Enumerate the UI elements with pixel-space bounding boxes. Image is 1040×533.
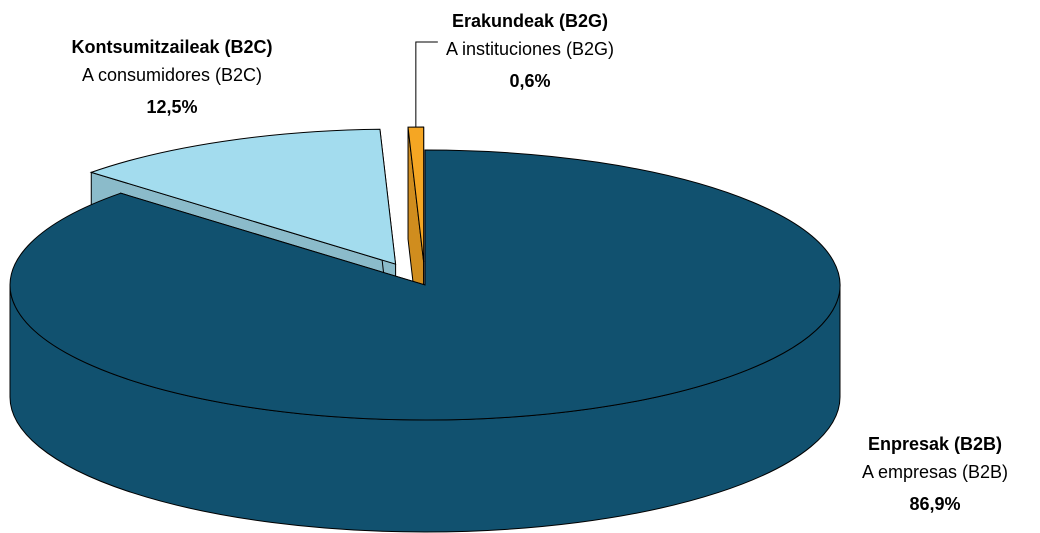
slice-value-label: 0,6% — [509, 71, 550, 91]
slice-label: Kontsumitzaileak (B2C) — [71, 37, 272, 57]
slice-value-label: 86,9% — [909, 494, 960, 514]
leader-line — [415, 41, 438, 128]
slice-label: Erakundeak (B2G) — [452, 11, 608, 31]
slice — [9, 149, 841, 533]
slice-sublabel: A instituciones (B2G) — [446, 39, 614, 59]
slice-value-label: 12,5% — [146, 97, 197, 117]
slice-label: Enpresak (B2B) — [868, 434, 1002, 454]
slice-top — [9, 149, 841, 421]
slice-top — [89, 128, 397, 265]
slice-sublabel: A consumidores (B2C) — [82, 65, 262, 85]
slice-sublabel: A empresas (B2B) — [862, 462, 1008, 482]
